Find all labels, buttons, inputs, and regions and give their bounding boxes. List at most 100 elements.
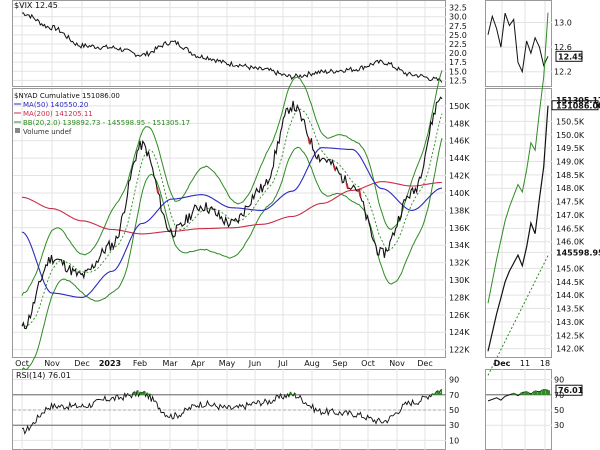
zoom-rsi-line — [487, 388, 549, 402]
main-tick-label: 144K — [449, 154, 470, 163]
zoom-main-tick-label: 143.0K — [556, 318, 585, 327]
zoom-rsi-tick-label: 70 — [554, 391, 564, 400]
rsi-overbought-fill — [434, 394, 437, 395]
main-tick-label: 146K — [449, 137, 470, 146]
zoom-main-tick-label: 145598.95 — [556, 248, 600, 257]
legend-ma50: MA(50) 140550.20 — [23, 101, 88, 109]
x-tick-label: Dec — [417, 359, 432, 368]
zoom-rsi-tick-label: 30 — [554, 421, 564, 430]
nyad-down-segment — [155, 186, 160, 194]
zoom-main-tick-label: 151086.00 — [556, 102, 600, 111]
zoom-main-tick-label: 142.0K — [556, 345, 585, 354]
rsi-overbought-fill — [287, 393, 289, 395]
zoom-rsi-overbought-fill — [546, 390, 550, 395]
vix-tick-label: 27.5 — [449, 22, 467, 31]
zoom-vix-tick-label: 12.6 — [554, 43, 572, 52]
zoom-main-tick-label: 146.0K — [556, 238, 585, 247]
zoom-main-tick-label: 150.0K — [556, 131, 585, 140]
nyad-down-segment — [332, 165, 337, 171]
zoom-main-tick-label: 147.5K — [556, 198, 585, 207]
main-tick-label: 148K — [449, 119, 470, 128]
vix-line — [21, 12, 443, 83]
zoom-main-tick-label: 142.5K — [556, 331, 585, 340]
rsi-tick-label: 30 — [449, 421, 459, 430]
zoom-rsi-overbought-fill — [533, 391, 538, 395]
rsi-overbought-fill — [142, 392, 145, 395]
rsi-overbought-fill — [439, 392, 441, 395]
legend-ma200: MA(200) 141205.11 — [23, 110, 93, 118]
x-tick-label: Feb — [133, 359, 147, 368]
zoom-rsi-overbought-fill — [528, 394, 533, 395]
rsi-overbought-fill — [137, 390, 139, 395]
rsi-overbought-fill — [147, 393, 149, 395]
rsi-overbought-fill — [280, 393, 282, 395]
x-tick-label: Dec — [74, 359, 89, 368]
zoom-rsi-tick-label: 50 — [554, 406, 564, 415]
main-tick-label: 128K — [449, 293, 470, 302]
nyad-down-segment — [345, 182, 349, 189]
zoom-vix-tick-label: 13.0 — [554, 18, 572, 27]
bollinger-lower — [21, 137, 443, 371]
main-panel-frame — [12, 88, 446, 358]
main-tick-label: 140K — [449, 189, 470, 198]
zoom-nyad-line — [487, 105, 549, 352]
rsi-overbought-fill — [436, 391, 438, 395]
x-tick-label: 2023 — [99, 359, 121, 368]
ma200-line — [21, 181, 442, 235]
rsi-tick-label: 70 — [449, 391, 459, 400]
zoom-rsi-overbought-fill — [520, 392, 525, 395]
rsi-tick-label: 10 — [449, 436, 459, 445]
zoom-rsi-overbought-fill — [524, 391, 529, 395]
zoom-vix-line — [487, 13, 549, 74]
legend-volume-swatch — [15, 128, 20, 133]
zoom-vix-badge: 12.45 — [558, 52, 584, 61]
zoom-main-frame — [485, 88, 552, 358]
rsi-overbought-fill — [139, 392, 142, 395]
nyad-down-segment — [307, 137, 311, 145]
x-tick-label: Jun — [248, 359, 262, 368]
zoom-main-tick-label: 146.5K — [556, 224, 585, 233]
vix-tick-label: 25.0 — [449, 31, 467, 40]
legend-volume: Volume undef — [23, 128, 72, 136]
rsi-overbought-fill — [141, 392, 143, 395]
rsi-overbought-fill — [149, 393, 152, 395]
zoom-vix-frame — [485, 0, 552, 87]
zoom-vix-badge-box — [555, 50, 583, 62]
zoom-x-tick-label: Dec — [494, 359, 511, 368]
main-tick-label: 150K — [449, 102, 470, 111]
vix-tick-label: 20.0 — [449, 49, 467, 58]
main-tick-label: 136K — [449, 224, 470, 233]
zoom-main-tick-label: 149.0K — [556, 158, 585, 167]
bollinger-upper — [21, 70, 443, 296]
vix-label: $VIX 12.45 — [14, 1, 58, 10]
zoom-main-tick-label: 150.5K — [556, 117, 585, 126]
zoom-main-tick-label: 148.5K — [556, 171, 585, 180]
rsi-overbought-fill — [432, 393, 434, 395]
rsi-overbought-fill — [134, 391, 136, 395]
zoom-rsi-badge-box — [555, 384, 583, 396]
x-tick-label: Nov — [44, 359, 60, 368]
x-tick-label: Jul — [277, 359, 288, 368]
nyad-down-segment — [358, 189, 362, 197]
zoom-x-tick-label: 18 — [540, 359, 550, 368]
rsi-line — [21, 389, 443, 435]
vix-tick-label: 30.0 — [449, 13, 467, 22]
rsi-overbought-fill — [127, 393, 129, 395]
plots — [21, 12, 599, 435]
x-tick-label: Oct — [15, 359, 29, 368]
vix-tick-label: 32.5 — [449, 4, 467, 13]
rsi-overbought-fill — [437, 390, 440, 395]
vix-tick-label: 17.5 — [449, 58, 467, 67]
tick-labels: Oct Nov Dec 2023 Feb Mar Apr May Jun Jul Aug Sep Oct… — [15, 4, 600, 446]
zoom-main-tick-label: 143.5K — [556, 305, 585, 314]
main-tick-label: 138K — [449, 206, 470, 215]
x-tick-label: Nov — [389, 359, 405, 368]
zoom-main-tick-label: 147.0K — [556, 211, 585, 220]
zoom-main-tick-label: 151305.17 — [556, 96, 600, 105]
bollinger-middle — [21, 108, 443, 327]
main-tick-label: 124K — [449, 328, 470, 337]
zoom-vix-tick-label: 12.2 — [554, 68, 572, 77]
x-tick-label: Apr — [191, 359, 206, 368]
rsi-overbought-fill — [124, 393, 127, 395]
rsi-label: RSI(14) 76.01 — [16, 371, 71, 380]
